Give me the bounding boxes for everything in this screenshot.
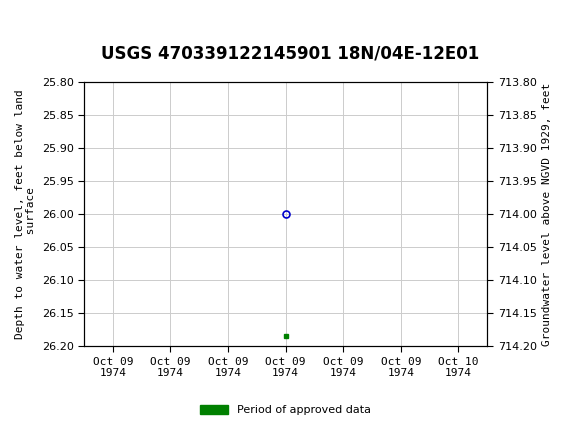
Legend: Period of approved data: Period of approved data	[196, 401, 375, 420]
Text: USGS 470339122145901 18N/04E-12E01: USGS 470339122145901 18N/04E-12E01	[101, 44, 479, 62]
Text: USGS: USGS	[32, 12, 92, 31]
Text: ≡: ≡	[3, 9, 24, 34]
Y-axis label: Groundwater level above NGVD 1929, feet: Groundwater level above NGVD 1929, feet	[542, 82, 552, 346]
Y-axis label: Depth to water level, feet below land
 surface: Depth to water level, feet below land su…	[14, 89, 37, 339]
